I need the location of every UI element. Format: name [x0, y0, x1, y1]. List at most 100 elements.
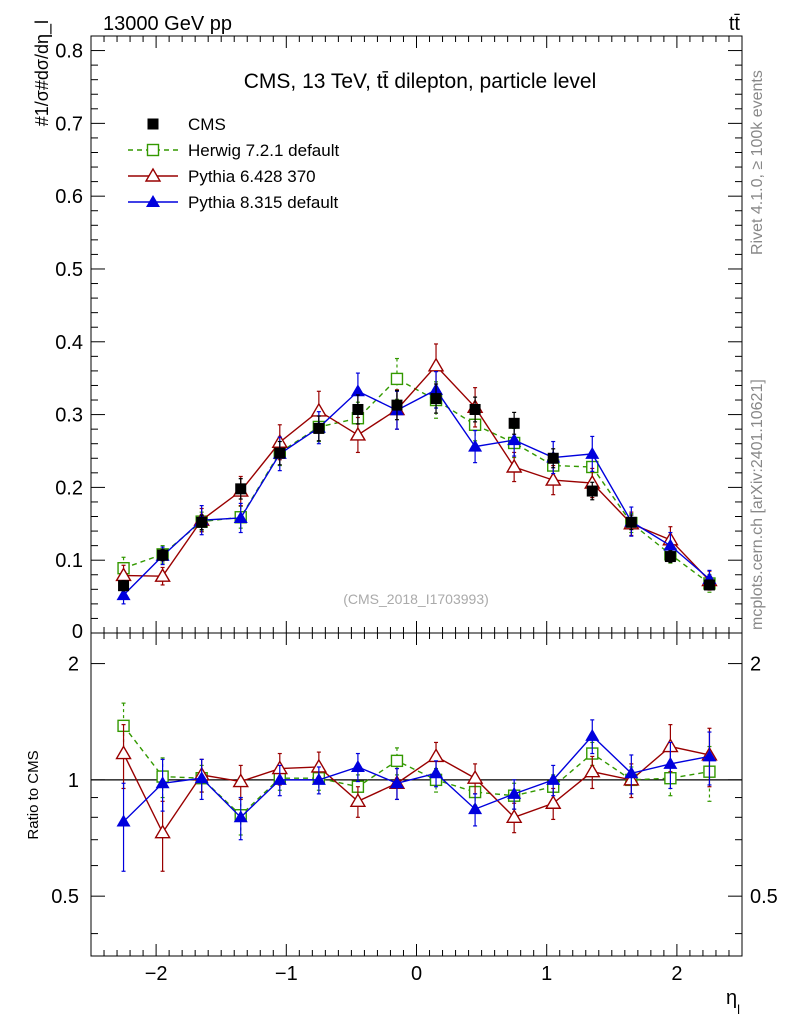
- y-tick-label: 0.4: [55, 332, 83, 354]
- point-cms: [703, 579, 715, 591]
- ratio-point-pythia8: [546, 772, 561, 785]
- point-cms: [274, 447, 286, 459]
- ratio-point-pythia8: [468, 802, 483, 815]
- point-cms: [547, 452, 559, 464]
- point-cms: [352, 403, 364, 415]
- ratio-point-pythia6: [349, 792, 367, 808]
- ratio-point-pythia8: [155, 776, 170, 789]
- legend-label-herwig: Herwig 7.2.1 default: [188, 141, 339, 160]
- ratio-line-pythia6: [122, 745, 710, 835]
- ratio-point-pythia8: [116, 814, 131, 827]
- ratio-point-pythia8: [350, 759, 365, 772]
- analysis-watermark: (CMS_2018_I1703993): [343, 591, 489, 607]
- y-tick-label: 0.6: [55, 186, 83, 208]
- ratio-point-pythia8: [624, 766, 639, 779]
- y-tick-label: 0.8: [55, 41, 83, 63]
- rivet-version-label: Rivet 4.1.0, ≥ 100k events: [749, 70, 766, 255]
- chart-title: CMS, 13 TeV, tt̄ dilepton, particle leve…: [244, 70, 597, 93]
- series-line-pythia6: [123, 364, 710, 582]
- x-tick-label: 0: [411, 963, 422, 985]
- x-tick-label: −2: [145, 963, 168, 985]
- legend-label-pythia6: Pythia 6.428 370: [188, 167, 316, 186]
- point-cms: [469, 403, 481, 415]
- x-tick-label: 2: [671, 963, 682, 985]
- ratio-point-pythia8: [702, 749, 717, 762]
- ratio-point-pythia8: [389, 776, 404, 789]
- ratio-y-tick-label-right: 2: [750, 654, 761, 676]
- point-pythia8: [468, 439, 483, 452]
- legend-label-cms: CMS: [188, 115, 226, 134]
- x-axis-label: ηl: [726, 987, 740, 1017]
- y-tick-label: 0.3: [55, 405, 83, 427]
- y-axis-label: #1/σ#dσ/dη_l: [32, 20, 53, 126]
- ratio-series-pythia6: [115, 724, 718, 872]
- point-pythia6: [349, 426, 367, 441]
- x-tick-label: −1: [275, 963, 298, 985]
- legend-marker-pythia6: [144, 167, 162, 182]
- series-line-pythia8: [123, 388, 710, 596]
- ratio-point-pythia8: [507, 786, 522, 799]
- ratio-point-pythia6: [154, 824, 171, 839]
- y-tick-label-zero: 0: [72, 621, 83, 643]
- ratio-point-pythia6: [466, 769, 484, 784]
- ratio-point-pythia6: [544, 794, 562, 809]
- ratio-line-herwig: [122, 725, 710, 817]
- series-pythia6: [115, 343, 718, 591]
- ratio-line-pythia8: [123, 734, 710, 823]
- ratio-point-pythia8: [194, 771, 209, 784]
- ratio-point-pythia8: [233, 810, 248, 823]
- ratio-point-pythia8: [311, 772, 326, 785]
- process-label: tt̄: [729, 13, 741, 35]
- ratio-point-pythia8: [272, 772, 287, 785]
- ratio-point-pythia8: [585, 728, 600, 741]
- point-pythia8: [585, 446, 600, 459]
- point-pythia8: [663, 538, 678, 551]
- ratio-point-herwig: [390, 754, 404, 768]
- point-pythia6: [154, 567, 171, 582]
- series-line-herwig: [123, 378, 710, 585]
- legend-marker-pythia8: [146, 195, 160, 207]
- ratio-point-pythia8: [429, 766, 444, 779]
- point-pythia8: [507, 433, 522, 446]
- ratio-y-tick-label: 0.5: [51, 886, 79, 908]
- ratio-y-tick-label: 2: [68, 654, 79, 676]
- point-cms: [196, 516, 208, 528]
- point-pythia8: [233, 510, 248, 523]
- y-tick-label: 0.1: [55, 550, 83, 572]
- ratio-point-pythia6: [584, 763, 601, 778]
- ratio-point-pythia8: [663, 756, 678, 769]
- point-pythia6: [544, 471, 562, 486]
- legend-marker-herwig: [146, 143, 160, 157]
- point-cms: [118, 580, 130, 592]
- y-tick-label: 0.7: [55, 113, 83, 135]
- series-cms: [118, 383, 715, 592]
- point-pythia6: [427, 357, 445, 372]
- point-cms: [430, 393, 442, 405]
- ratio-y-tick-label-right: 0.5: [750, 886, 778, 908]
- point-cms: [391, 399, 403, 411]
- series-herwig: [117, 357, 716, 593]
- point-cms: [313, 422, 325, 434]
- ratio-y-tick-label: 1: [68, 770, 79, 792]
- point-cms: [157, 549, 169, 561]
- point-pythia8: [116, 588, 131, 601]
- point-cms: [508, 417, 520, 429]
- ratio-point-pythia6: [505, 808, 523, 824]
- point-cms: [235, 483, 247, 495]
- y-tick-label: 0.2: [55, 477, 83, 499]
- series-pythia8: [116, 371, 717, 605]
- point-cms: [586, 485, 598, 497]
- ratio-point-pythia6: [115, 745, 132, 760]
- legend-label-pythia8: Pythia 8.315 default: [188, 193, 339, 212]
- point-cms: [625, 516, 637, 528]
- point-cms: [664, 551, 676, 563]
- ratio-point-pythia6: [427, 748, 445, 763]
- y-tick-label: 0.5: [55, 259, 83, 281]
- point-pythia8: [350, 384, 365, 397]
- ratio-y-axis-label: Ratio to CMS: [25, 750, 42, 839]
- x-tick-label: 1: [541, 963, 552, 985]
- legend-marker-cms: [147, 118, 159, 130]
- ratio-point-pythia6: [232, 773, 249, 788]
- mcplots-label: mcplots.cern.ch [arXiv:2401.10621]: [749, 379, 766, 630]
